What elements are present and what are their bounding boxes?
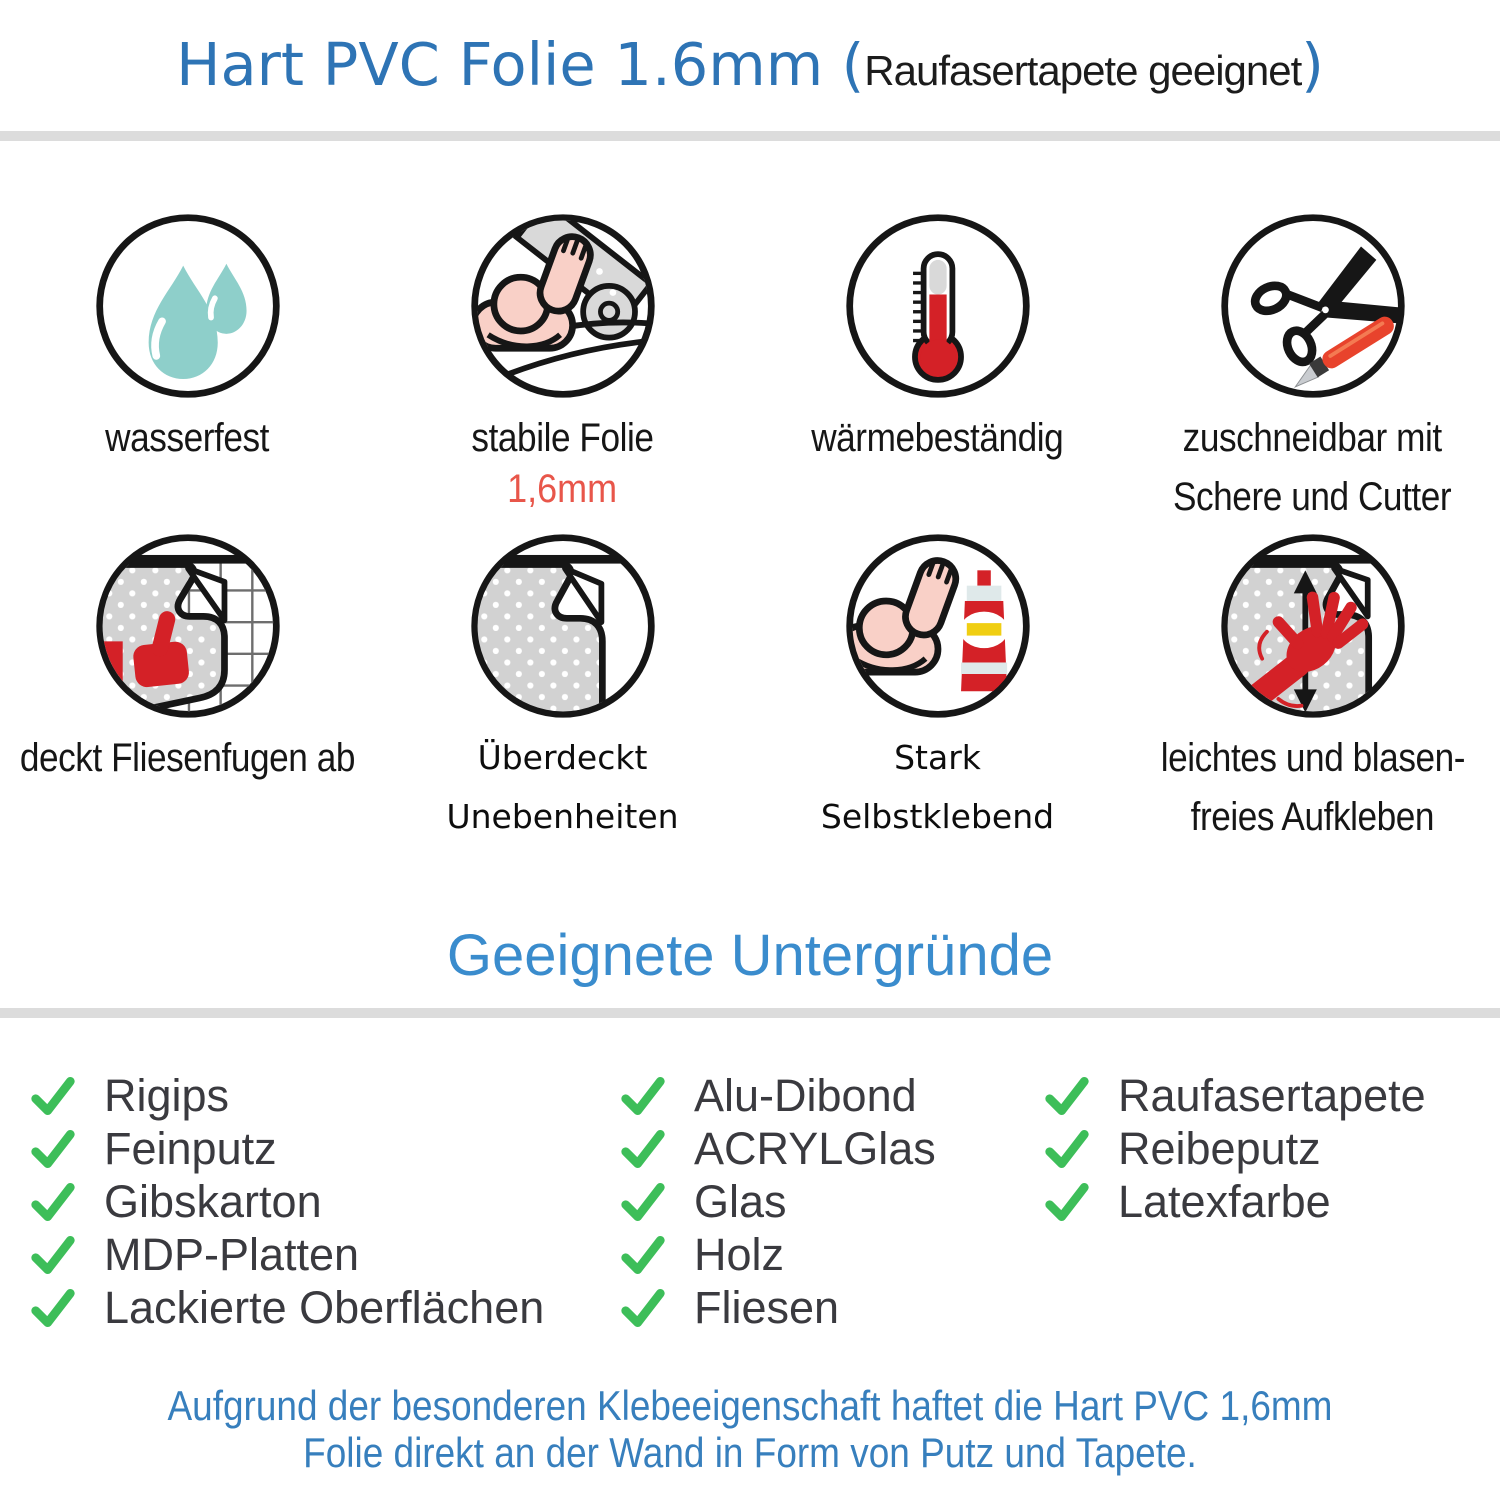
feature-label: wasserfest [105, 416, 270, 460]
list-item: ACRYLGlas [620, 1122, 936, 1175]
surfaces-column-2: Alu-Dibond ACRYLGlas Glas Holz Fliesen [620, 1069, 936, 1334]
title-paren-close: ) [1301, 31, 1324, 99]
check-icon [31, 1182, 75, 1221]
feature-covers-tile-joints: deckt Fliesenfugen ab [0, 530, 375, 840]
surfaces-column-3: Raufasertapete Reibeputz Latexfarbe [1044, 1069, 1426, 1228]
surface-label: Feinputz [104, 1122, 277, 1174]
list-item: Fliesen [620, 1281, 936, 1334]
feature-thickness-note: 1,6mm [507, 466, 618, 511]
footer-line-2: Folie direkt an der Wand in Form von Put… [303, 1429, 1197, 1477]
surfaces-column-1: Rigips Feinputz Gibskarton MDP-Platten L… [30, 1069, 544, 1334]
feature-covers-bumps: Überdeckt Unebenheiten [375, 530, 750, 840]
list-item: Holz [620, 1228, 936, 1281]
check-icon [621, 1076, 665, 1115]
feature-row-2: deckt Fliesenfugen ab [0, 530, 1500, 840]
surface-label: Alu-Dibond [694, 1069, 917, 1121]
check-icon [31, 1288, 75, 1327]
feature-label: deckt Fliesenfugen ab [19, 736, 356, 780]
check-icon [621, 1235, 665, 1274]
feature-row-1: wasserfest [0, 210, 1500, 520]
list-item: Alu-Dibond [620, 1069, 936, 1122]
feature-label: wärmebeständig [811, 416, 1064, 460]
feature-label: freies Aufkleben [1190, 794, 1435, 839]
divider-middle [0, 1008, 1500, 1018]
check-icon [621, 1288, 665, 1327]
surface-label: MDP-Platten [104, 1228, 360, 1280]
surface-label: Reibeputz [1118, 1122, 1321, 1174]
surface-label: Raufasertapete [1118, 1069, 1426, 1121]
list-item: Gibskarton [30, 1175, 544, 1228]
list-item: Raufasertapete [1044, 1069, 1426, 1122]
feature-label: Überdeckt [477, 738, 648, 777]
page-title: Hart PVC Folie 1.6mm (Raufasertapete gee… [0, 30, 1500, 99]
feature-label: Selbstklebend [820, 796, 1055, 836]
feature-heat-resistant: wärmebeständig [750, 210, 1125, 520]
footer-note: Aufgrund der besonderen Klebeeigenschaft… [0, 1382, 1500, 1476]
title-note: Raufasertapete geeignet [864, 47, 1302, 94]
water-drops-icon [92, 210, 284, 402]
check-icon [1045, 1076, 1089, 1115]
check-icon [621, 1129, 665, 1168]
feature-label: zuschneidbar mit [1182, 416, 1443, 460]
muscle-film-icon [467, 210, 659, 402]
surface-label: Gibskarton [104, 1175, 322, 1227]
glue-tube [959, 570, 1008, 692]
check-icon [31, 1076, 75, 1115]
check-icon [31, 1235, 75, 1274]
title-paren-open: ( [823, 31, 865, 99]
divider-top [0, 131, 1500, 141]
hand-smoothing-icon [1217, 530, 1409, 722]
surface-label: ACRYLGlas [694, 1122, 936, 1174]
feature-stable-film: stabile Folie 1,6mm [375, 210, 750, 520]
list-item: Reibeputz [1044, 1122, 1426, 1175]
list-item: Latexfarbe [1044, 1175, 1426, 1228]
footer-line-1: Aufgrund der besonderen Klebeeigenschaft… [167, 1382, 1333, 1429]
feature-label: leichtes und blasen- [1160, 736, 1465, 780]
surface-label: Latexfarbe [1118, 1175, 1331, 1227]
surface-label: Rigips [104, 1069, 230, 1121]
surface-label: Fliesen [694, 1281, 840, 1333]
tile-joints-thumb-icon [92, 530, 284, 722]
check-icon [621, 1182, 665, 1221]
surface-label: Lackierte Oberflächen [104, 1281, 545, 1333]
check-icon [1045, 1129, 1089, 1168]
list-item: Rigips [30, 1069, 544, 1122]
feature-label: Unebenheiten [446, 796, 679, 836]
check-icon [31, 1129, 75, 1168]
title-main: Hart PVC Folie 1.6mm [176, 30, 824, 99]
feature-label: Stark [894, 738, 981, 777]
feature-bubble-free: leichtes und blasen- freies Aufkleben [1125, 530, 1500, 840]
surface-label: Glas [694, 1175, 787, 1227]
film-covers-bumps-icon [467, 530, 659, 722]
section-title: Geeignete Untergründe [446, 923, 1054, 988]
surface-label: Holz [694, 1228, 785, 1280]
list-item: Glas [620, 1175, 936, 1228]
list-item: Feinputz [30, 1122, 544, 1175]
muscle-glue-icon [842, 530, 1034, 722]
feature-label: Schere und Cutter [1173, 474, 1452, 519]
list-item: MDP-Platten [30, 1228, 544, 1281]
scissors-cutter-icon [1217, 210, 1409, 402]
feature-cuttable: zuschneidbar mit Schere und Cutter [1125, 210, 1500, 520]
thermometer-icon [842, 210, 1034, 402]
feature-waterproof: wasserfest [0, 210, 375, 520]
feature-self-adhesive: Stark Selbstklebend [750, 530, 1125, 840]
list-item: Lackierte Oberflächen [30, 1281, 544, 1334]
check-icon [1045, 1182, 1089, 1221]
feature-label: stabile Folie [471, 416, 654, 460]
